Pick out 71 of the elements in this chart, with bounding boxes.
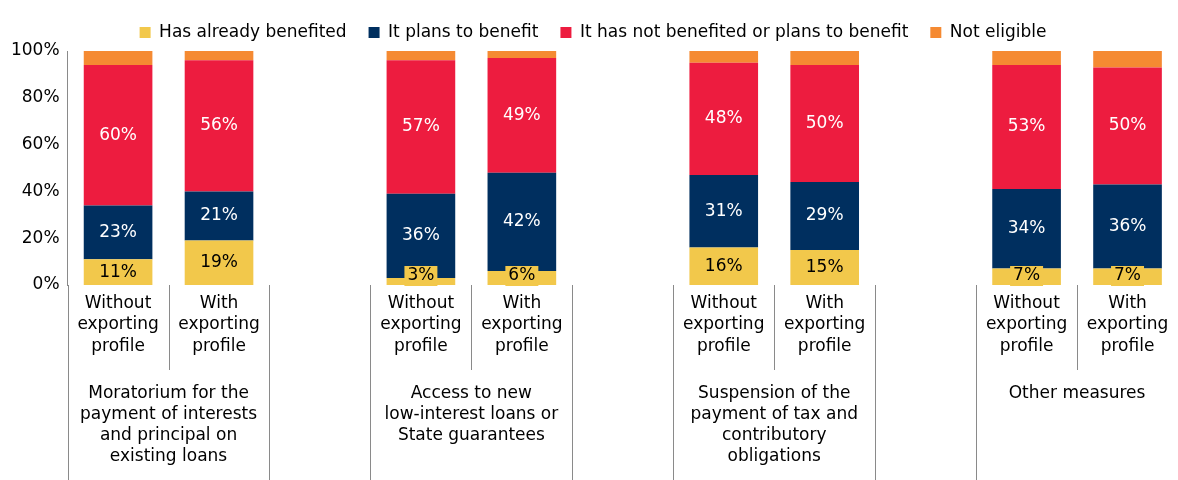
bar	[83, 205, 153, 260]
data-label: 53%	[1007, 115, 1046, 136]
bar	[184, 240, 254, 285]
data-label: 50%	[805, 111, 844, 132]
bar	[1093, 51, 1162, 68]
legend-label: Not eligible	[949, 20, 1047, 41]
data-label: 19%	[200, 251, 238, 272]
data-label: 3%	[407, 264, 435, 285]
bar	[487, 58, 557, 173]
legend-label: It plans to benefit	[388, 20, 539, 41]
bar	[184, 60, 254, 192]
bar	[184, 51, 254, 61]
data-label: 6%	[508, 264, 536, 285]
bar	[790, 182, 860, 250]
data-label: 56%	[200, 114, 238, 135]
x-tick-label: Without exporting profile	[380, 292, 462, 355]
data-label: 50%	[1108, 114, 1147, 135]
bar	[790, 65, 860, 183]
x-tick-label: With exporting profile	[784, 292, 866, 355]
y-tick-label: 80%	[21, 86, 60, 107]
y-tick-label: 0%	[32, 273, 60, 294]
data-label: 49%	[502, 103, 541, 124]
data-label: 57%	[402, 115, 440, 136]
data-label: 36%	[1108, 214, 1147, 235]
bar	[1093, 184, 1162, 269]
bar	[689, 51, 759, 63]
y-tick-label: 20%	[21, 226, 60, 247]
data-label: 7%	[1114, 264, 1142, 285]
x-tick-label: With exporting profile	[178, 292, 260, 355]
data-label: 16%	[704, 254, 743, 275]
data-label: 36%	[402, 224, 440, 245]
legend-label: Has already benefited	[159, 20, 347, 41]
bar	[83, 65, 153, 206]
bar	[1093, 67, 1162, 185]
bar	[992, 189, 1061, 269]
legend-label: It has not benefited or plans to benefit	[579, 20, 909, 41]
x-tick-label: With exporting profile	[481, 292, 563, 355]
text: Moratorium for the payment of interests and principal on existing loans	[80, 381, 258, 465]
text: Access to new low-interest loans or State guarantees	[384, 381, 559, 444]
data-label: 23%	[99, 220, 137, 241]
y-tick-label: 40%	[21, 179, 60, 200]
bar	[992, 51, 1061, 66]
bar	[689, 175, 759, 248]
x-tick-label: Without exporting profile	[985, 292, 1068, 355]
bar	[689, 247, 759, 285]
bar	[992, 65, 1061, 190]
bar	[689, 62, 759, 176]
data-label: 7%	[1013, 264, 1041, 285]
bar	[184, 191, 254, 241]
data-label: 31%	[704, 199, 743, 220]
bar	[790, 51, 860, 66]
data-label: 11%	[99, 260, 137, 281]
data-label: 60%	[99, 123, 137, 144]
data-label: 34%	[1007, 217, 1046, 238]
data-label: 42%	[502, 210, 541, 231]
y-tick-label: 100%	[10, 39, 60, 60]
y-tick-label: 60%	[21, 133, 60, 154]
x-tick-label: Without exporting profile	[683, 292, 765, 355]
text: Other measures	[1008, 381, 1146, 402]
data-label: 15%	[805, 255, 844, 276]
x-tick-label: With exporting profile	[1086, 292, 1169, 355]
data-label: 21%	[200, 204, 238, 225]
text: Suspension of the payment of tax and contributory obligations	[690, 381, 858, 465]
bar	[487, 51, 557, 59]
bar	[790, 249, 860, 285]
x-tick-label: Without exporting profile	[77, 292, 159, 355]
bar	[386, 51, 456, 61]
bar	[386, 60, 456, 194]
bar	[83, 51, 153, 66]
data-label: 48%	[704, 107, 743, 128]
data-label: 29%	[805, 204, 844, 225]
